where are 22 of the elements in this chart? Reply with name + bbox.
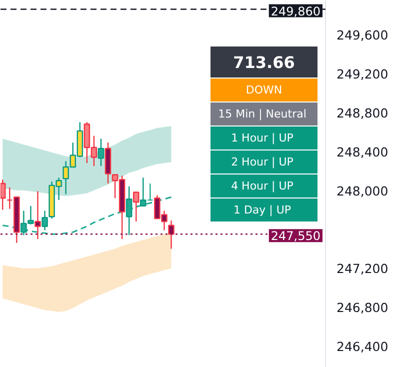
text: 1 Day | UP — [233, 204, 292, 216]
y-tick-label: 248,800 — [336, 105, 388, 120]
text: 2 Hour | UP — [231, 156, 294, 168]
text: DOWN — [246, 84, 282, 96]
y-tick-label: 246,400 — [336, 339, 388, 354]
ref-line-label: 247,550 — [270, 229, 320, 244]
y-tick-label: 248,000 — [336, 183, 388, 198]
candlestick — [98, 138, 104, 167]
candlestick — [42, 210, 48, 231]
y-tick-label: 246,800 — [336, 300, 388, 316]
y-tick-label: 249,600 — [336, 28, 388, 43]
line-series — [2, 196, 172, 235]
text: 15 Min | Neutral — [218, 108, 306, 120]
y-tick-label: 247,200 — [336, 261, 388, 276]
y-tick-label: 248,400 — [336, 144, 388, 160]
candlestick — [132, 192, 140, 222]
text: 713.66 — [233, 53, 295, 72]
y-tick-label: 249,200 — [336, 66, 388, 82]
candlestick — [0, 179, 6, 210]
text: 1 Hour | UP — [231, 132, 294, 144]
text: 4 Hour | UP — [231, 180, 294, 192]
ref-line-label: 249,860 — [270, 4, 320, 18]
